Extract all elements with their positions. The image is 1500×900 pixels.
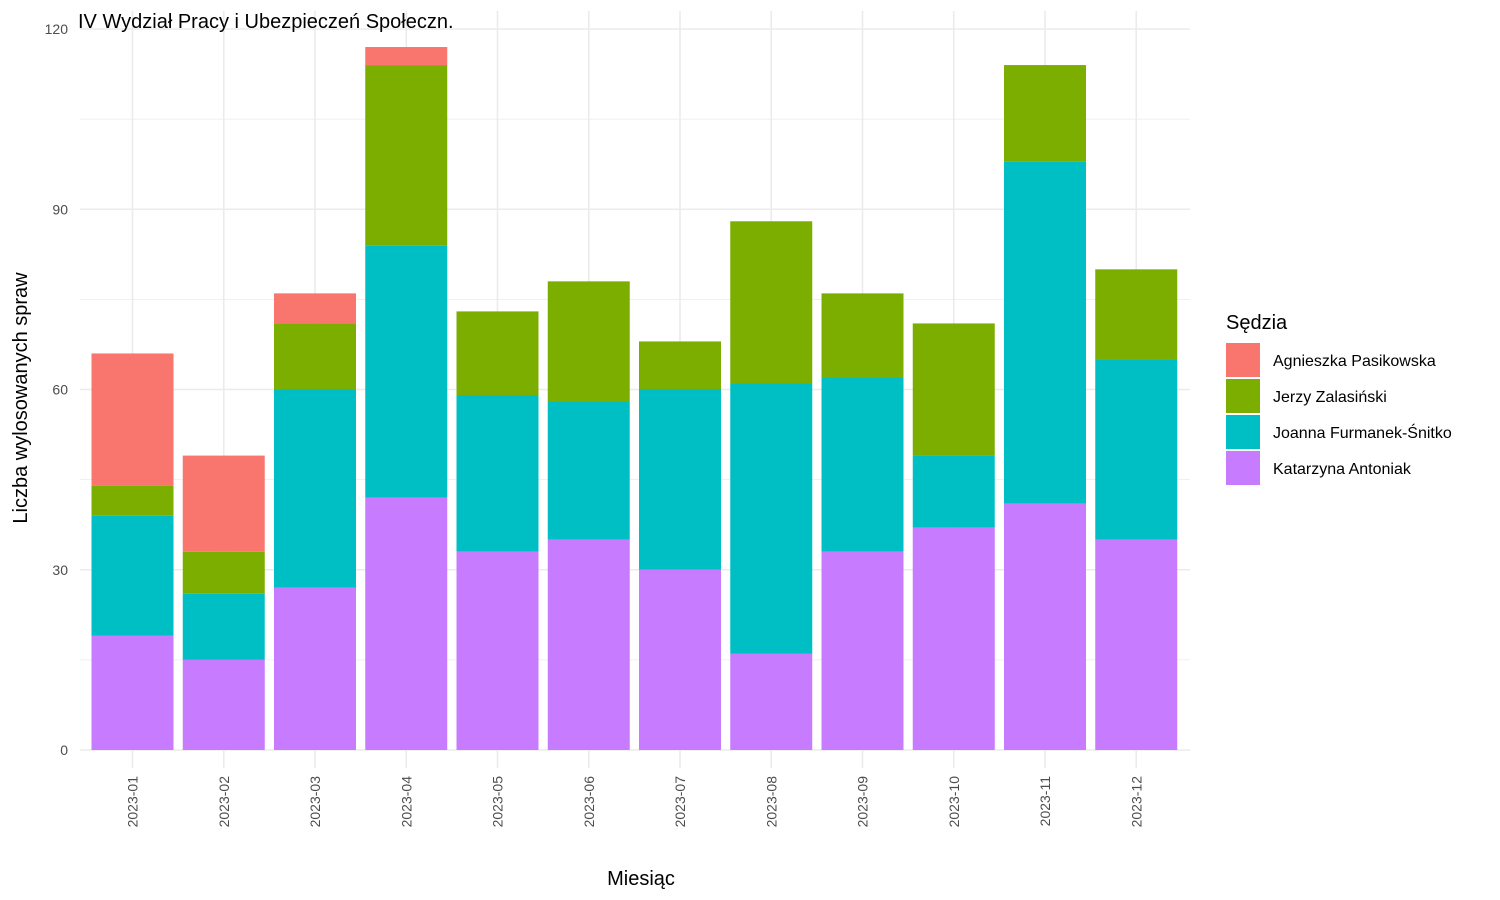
bar-segment: [547, 281, 630, 402]
bar-segment: [456, 311, 539, 396]
bar-segment: [91, 515, 174, 636]
bar-segment: [1095, 269, 1178, 360]
bar-segment: [639, 569, 721, 750]
bar-segment: [274, 587, 356, 750]
bar-segment: [182, 593, 265, 660]
y-tick-label: 120: [45, 21, 69, 37]
legend-swatch: [1226, 379, 1260, 413]
bar-segment: [1004, 65, 1086, 162]
x-tick-label: 2023-12: [1128, 776, 1144, 828]
bar-segment: [274, 323, 356, 390]
bar-segment: [1004, 161, 1086, 504]
legend-label: Katarzyna Antoniak: [1273, 461, 1412, 478]
legend-label: Jerzy Zalasiński: [1273, 389, 1387, 406]
x-tick-label: 2023-06: [581, 776, 597, 828]
bars: [91, 47, 1178, 750]
bar-segment: [91, 353, 174, 486]
bar-segment: [1095, 359, 1178, 540]
bar-segment: [365, 65, 448, 246]
bar-segment: [274, 389, 356, 588]
bar-segment: [821, 377, 904, 552]
legend-swatch: [1226, 415, 1260, 449]
bar-segment: [365, 245, 448, 498]
bar-segment: [730, 653, 813, 750]
bar-segment: [730, 221, 813, 384]
x-tick-label: 2023-01: [125, 776, 141, 828]
y-tick-label: 30: [52, 562, 68, 578]
x-tick-label: 2023-08: [763, 776, 779, 828]
y-tick-label: 60: [52, 382, 68, 398]
bar-segment: [821, 293, 904, 378]
bar-segment: [547, 401, 630, 540]
bar-segment: [1004, 503, 1086, 750]
x-tick-label: 2023-07: [672, 776, 688, 828]
bar-segment: [91, 485, 174, 516]
bar-segment: [547, 539, 630, 750]
x-tick-label: 2023-04: [398, 776, 414, 828]
legend-label: Joanna Furmanek-Śnitko: [1273, 423, 1452, 442]
x-axis-title: Miesiąc: [607, 868, 675, 890]
bar-segment: [274, 293, 356, 324]
y-axis-title: Liczba wylosowanych spraw: [10, 272, 32, 524]
x-tick-label: 2023-02: [216, 776, 232, 828]
bar-segment: [912, 323, 995, 456]
chart-title: IV Wydział Pracy i Ubezpieczeń Społeczn.: [78, 11, 454, 33]
bar-segment: [365, 497, 448, 750]
x-axis: 2023-01 2023-02 2023-03 2023-04 2023-05 2023-…: [125, 776, 1145, 828]
x-tick-label: 2023-10: [946, 776, 962, 828]
x-tick-label: 2023-09: [855, 776, 871, 828]
y-tick-label: 0: [60, 742, 68, 758]
legend-swatch: [1226, 451, 1260, 485]
bar-segment: [912, 527, 995, 750]
bar-segment: [456, 395, 539, 552]
x-tick-label: 2023-05: [490, 776, 506, 828]
bar-segment: [1095, 539, 1178, 750]
bar-segment: [91, 635, 174, 750]
legend-label: Agnieszka Pasikowska: [1273, 353, 1436, 370]
y-axis: 0 30 60 90 120: [45, 21, 69, 758]
bar-segment: [182, 455, 265, 552]
legend: Sędzia Agnieszka Pasikowska Jerzy Zalasiń…: [1226, 312, 1452, 485]
legend-swatch: [1226, 343, 1260, 377]
bar-segment: [912, 455, 995, 528]
bar-segment: [730, 383, 813, 654]
legend-title: Sędzia: [1226, 312, 1288, 334]
bar-segment: [182, 659, 265, 750]
bar-segment: [639, 389, 721, 570]
bar-segment: [456, 551, 539, 750]
bar-segment: [182, 551, 265, 594]
y-tick-label: 90: [52, 201, 68, 217]
bar-segment: [365, 47, 448, 66]
bar-segment: [639, 341, 721, 390]
x-tick-label: 2023-03: [307, 776, 323, 828]
bar-segment: [821, 551, 904, 750]
x-tick-label: 2023-11: [1037, 776, 1053, 827]
